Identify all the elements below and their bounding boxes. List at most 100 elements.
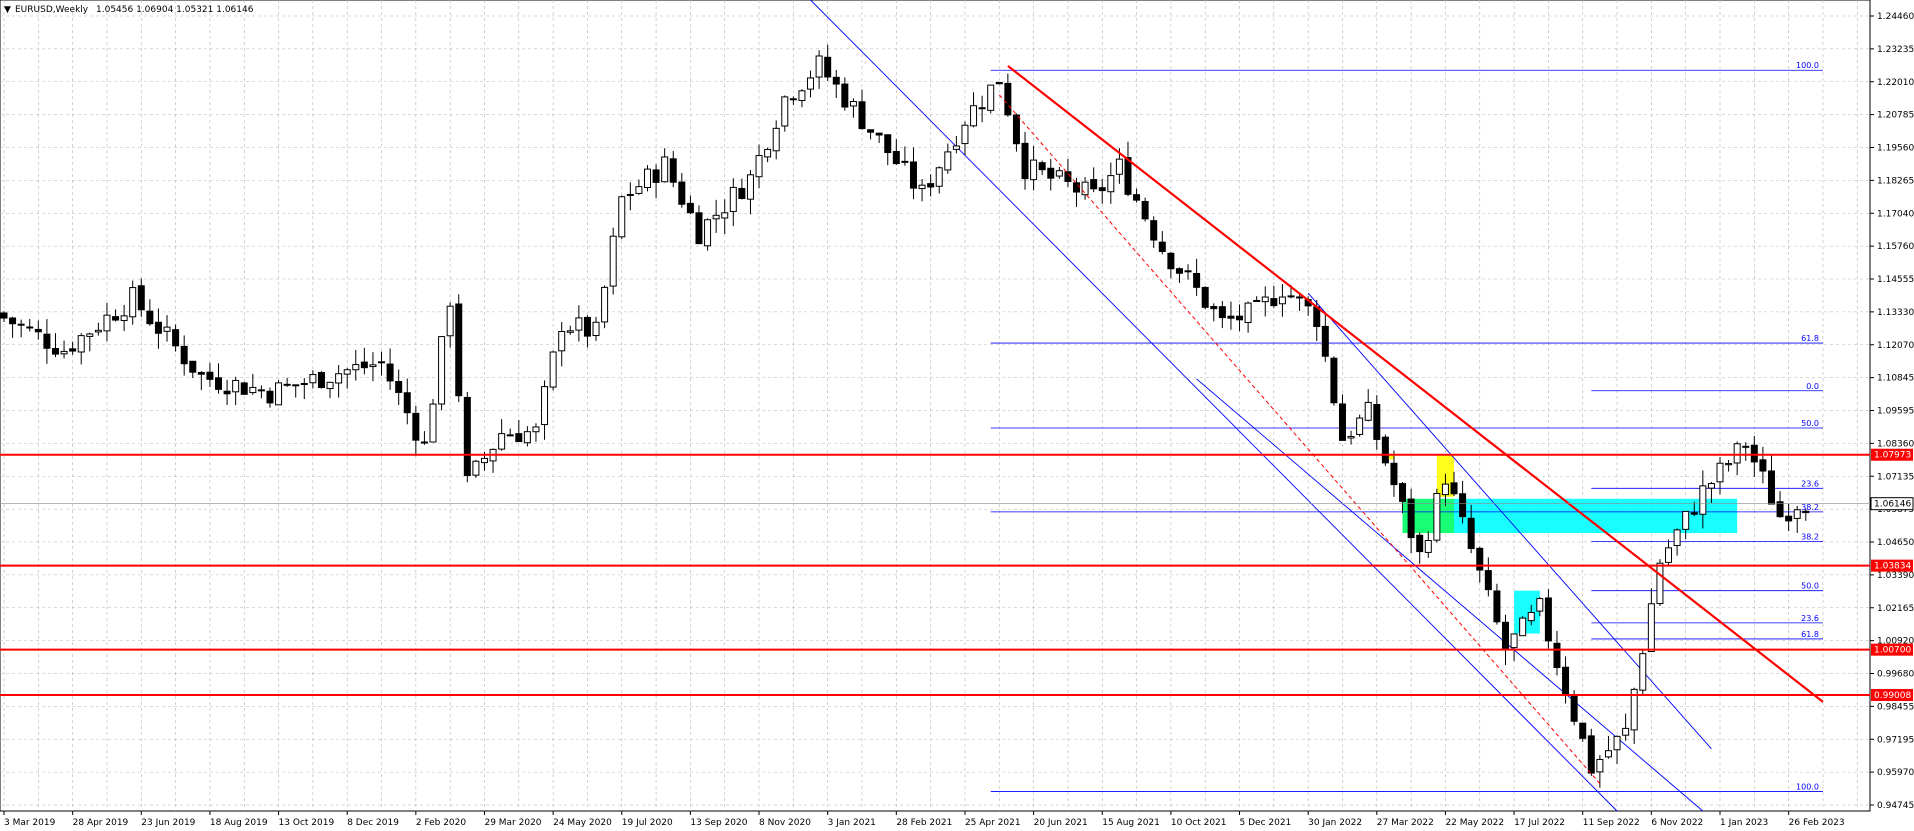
fibo-level-label: 100.0 [1796,61,1819,70]
candle-body [1785,515,1793,522]
candle-body [1407,498,1415,539]
candle-body [249,386,257,394]
chart-symbol: EURUSD,Weekly [15,5,89,15]
candle-body [51,348,59,355]
price-tick-label: 1.08360 [1877,439,1914,449]
candle-body [978,107,986,110]
candle-body [695,212,703,245]
candle-body [1647,603,1655,652]
candle-body [1441,483,1449,496]
date-tick-label: 3 Jan 2021 [828,818,876,828]
candle-body [1158,241,1166,253]
candle-body [1742,445,1750,448]
candle-body [1261,296,1269,303]
candle-body [1519,617,1527,637]
candle-body [678,181,686,205]
date-tick-label: 25 Apr 2021 [965,818,1021,828]
date-tick-label: 20 Jun 2021 [1034,818,1088,828]
candle-body [0,312,8,319]
candle-body [712,214,720,220]
candle-body [1356,417,1364,435]
candle-body [1321,325,1329,357]
price-tick-label: 1.17040 [1877,209,1914,219]
level-label-bg [1871,559,1913,572]
candle-body [1012,114,1020,145]
zone-yellow [1385,454,1394,460]
candle-body [1047,167,1055,179]
candle-body [1699,485,1707,515]
candle-body [480,457,488,464]
date-tick-label: 28 Apr 2019 [73,818,129,828]
candle-body [1493,590,1501,623]
fibo-level-label: 0.0 [1806,382,1819,391]
chart-ohlc: 1.05456 1.06904 1.05321 1.06146 [96,5,254,15]
candle-body [1124,157,1132,195]
candle-body [1030,159,1038,181]
candle-body [909,161,917,189]
candle-body [378,361,386,364]
price-tick-label: 1.07135 [1877,472,1914,482]
candle-body [858,101,866,130]
candle-body [1227,315,1235,319]
price-tick-label: 0.98455 [1877,702,1914,712]
candle-body [69,348,77,352]
candle-body [112,316,120,321]
candle-body [1587,735,1595,774]
candle-body [1184,270,1192,273]
candle-body [266,390,274,404]
date-tick-label: 26 Feb 2023 [1789,818,1845,828]
date-tick-label: 23 Jun 2019 [141,818,195,828]
candle-body [532,426,540,433]
price-tick-label: 1.15760 [1877,242,1914,252]
candle-body [704,219,712,247]
candle-body [515,433,523,443]
candle-body [369,364,377,368]
level-label-bg [1871,448,1913,461]
candle-body [309,374,317,384]
date-tick-label: 30 Jan 2022 [1308,818,1362,828]
candle-body [781,96,789,127]
date-tick-label: 18 Aug 2019 [210,818,268,828]
candle-body [1502,621,1509,651]
candle-body [257,389,265,392]
candle-body [618,196,626,238]
date-tick-label: 13 Sep 2020 [690,818,747,828]
date-tick-label: 29 Mar 2020 [484,818,541,828]
candle-body [1347,435,1355,439]
price-tick-label: 0.94745 [1877,801,1914,811]
candle-body [1287,295,1295,298]
level-label: 1.07973 [1874,451,1911,461]
candle-body [755,155,763,178]
candle-body [283,383,291,386]
candle-body [1802,510,1810,514]
candle-body [1416,534,1424,553]
candle-body [343,369,351,375]
candle-body [1201,286,1209,308]
candle-body [1055,170,1063,177]
candle-body [17,323,25,326]
candle-body [1536,598,1544,612]
level-label-bg [1871,643,1913,656]
candle-body [1115,158,1123,175]
candle-body [326,381,334,390]
candle-body [824,56,832,78]
candle-body [1579,722,1587,739]
price-tick-label: 1.10845 [1877,374,1914,384]
fibo-level-label: 61.8 [1801,334,1819,343]
candle-body [1278,296,1286,305]
candle-body [438,336,446,405]
candle-body [841,83,849,108]
candle-body [987,84,995,111]
candle-body [1716,462,1724,483]
candle-body [1562,666,1570,696]
candle-body [472,460,480,476]
candle-body [635,186,643,194]
candle-body [1596,758,1604,773]
candle-body [360,361,368,369]
candle-body [1133,194,1141,201]
candle-body [1690,512,1698,515]
candle-body [686,202,694,214]
candle-body [275,382,283,406]
